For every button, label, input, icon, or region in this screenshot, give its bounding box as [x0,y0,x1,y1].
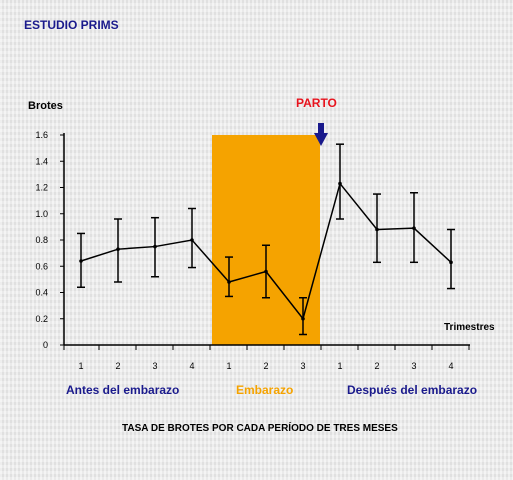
data-point [116,247,120,251]
x-tick-label: 4 [448,361,453,371]
data-point [190,238,194,242]
group-label-after: Después del embarazo [347,383,478,397]
y-tick-label: 0.4 [35,288,48,298]
chart-caption: TASA DE BROTES POR CADA PERÍODO DE TRES … [122,423,398,434]
data-point [449,260,453,265]
x-tick-label: 1 [78,361,83,371]
y-axis-label: Brotes [28,100,63,112]
group-label-pregnancy: Embarazo [236,383,294,397]
y-tick-label: 0.8 [35,235,48,245]
x-tick-label: 2 [263,361,268,371]
data-point [338,181,342,186]
y-tick-label: 1.4 [35,156,48,166]
data-point [264,269,268,274]
y-tick-label: 0 [43,340,48,350]
y-tick-label: 0.6 [35,261,48,271]
x-tick-label: 1 [337,361,342,371]
x-tick-label: 2 [374,361,379,371]
pregnancy-band [212,135,320,345]
parto-arrow-icon [314,133,328,146]
data-point [412,226,416,230]
x-tick-label: 4 [189,361,194,371]
data-point [375,227,379,232]
data-point [79,259,83,263]
x-tick-label: 2 [115,361,120,371]
x-tick-label: 3 [411,361,416,371]
data-point [227,280,231,284]
y-tick-label: 1.6 [35,130,48,140]
parto-arrow-shaft [318,123,324,135]
data-point [301,316,305,321]
page-title: ESTUDIO PRIMS [24,18,119,32]
y-tick-label: 1.0 [35,209,48,219]
group-label-before: Antes del embarazo [66,383,180,397]
y-tick-label: 0.2 [35,314,48,324]
parto-annotation: PARTO [296,96,337,110]
x-tick-label: 3 [152,361,157,371]
x-axis-label: Trimestres [444,322,495,333]
x-tick-label: 3 [300,361,305,371]
data-point [153,244,157,249]
x-tick-label: 1 [226,361,231,371]
y-tick-label: 1.2 [35,183,48,193]
